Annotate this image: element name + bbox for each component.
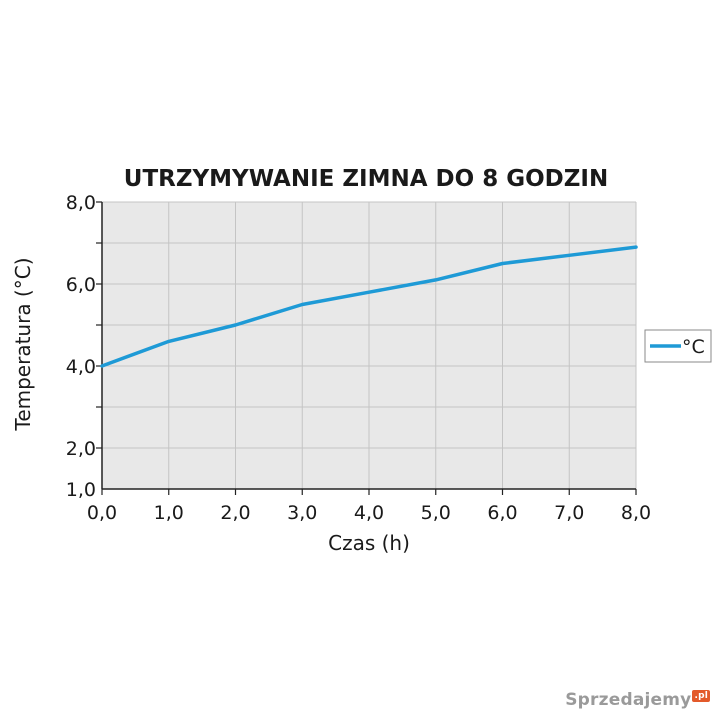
x-axis-ticks: 0,0 1,0 2,0 3,0 4,0 5,0 6,0 7,0 8,0 <box>87 489 651 524</box>
x-tick-label: 6,0 <box>487 502 517 524</box>
x-tick-label: 3,0 <box>287 502 317 524</box>
y-tick-label: 2,0 <box>66 438 96 460</box>
x-tick-label: 5,0 <box>421 502 451 524</box>
legend: °C <box>644 329 712 363</box>
series-group <box>100 245 638 368</box>
y-tick-label: 4,0 <box>66 356 96 378</box>
y-axis-label: Temperatura (°C) <box>11 257 35 431</box>
legend-label: °C <box>682 336 705 358</box>
y-tick-label: 1,0 <box>66 479 96 501</box>
x-tick-label: 2,0 <box>220 502 250 524</box>
x-tick-label: 0,0 <box>87 502 117 524</box>
x-tick-label: 7,0 <box>554 502 584 524</box>
x-tick-label: 4,0 <box>354 502 384 524</box>
series-line <box>100 245 638 368</box>
watermark-logo: Sprzedajemy .pl <box>565 690 710 710</box>
x-axis-label: Czas (h) <box>328 531 410 555</box>
chart-title: UTRZYMYWANIE ZIMNA DO 8 GODZIN <box>124 166 608 192</box>
y-tick-label: 8,0 <box>66 192 96 214</box>
y-tick-label: 6,0 <box>66 274 96 296</box>
x-tick-label: 8,0 <box>621 502 651 524</box>
x-tick-label: 1,0 <box>154 502 184 524</box>
grid-lines <box>102 201 637 489</box>
y-axis-ticks: 1,0 2,0 4,0 6,0 8,0 <box>66 192 102 501</box>
